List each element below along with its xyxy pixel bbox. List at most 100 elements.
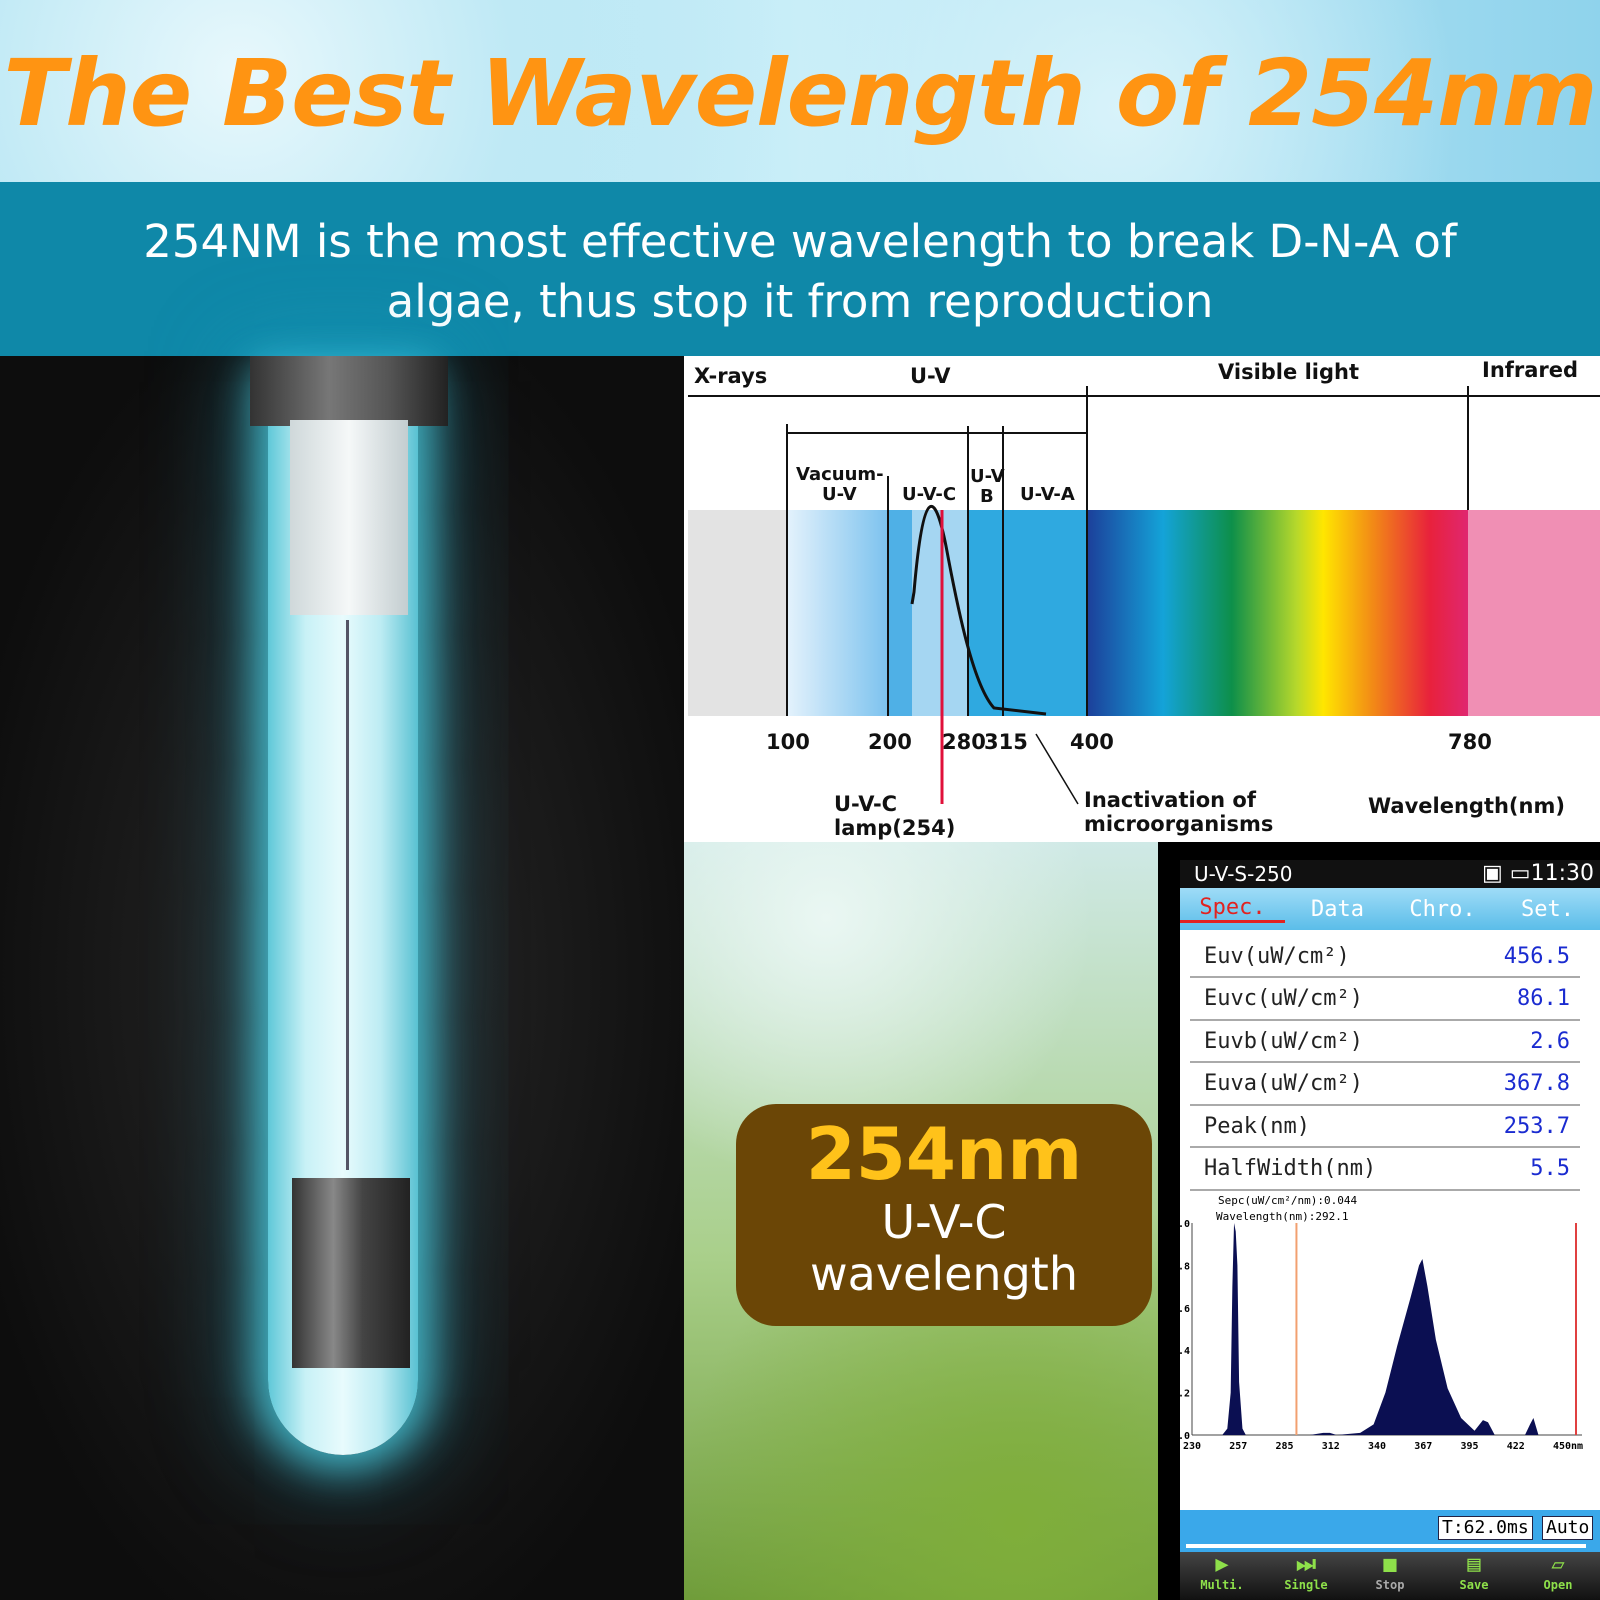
label-vacuum-uv: U-V bbox=[822, 484, 857, 505]
wavelength-axis-label: Wavelength(nm) bbox=[1368, 794, 1565, 818]
infrared-band bbox=[1468, 510, 1600, 716]
step-icon: ⏭ bbox=[1296, 1552, 1316, 1577]
region-xrays: X-rays bbox=[694, 364, 768, 388]
cursor-info-2: Wavelength(nm):292.1 bbox=[1216, 1210, 1349, 1223]
folder-icon: ▱ bbox=[1551, 1552, 1565, 1577]
device-model: U-V-S-250 bbox=[1194, 862, 1293, 886]
reading-label: Euva(uW/cm²) bbox=[1204, 1071, 1363, 1096]
lamp-base bbox=[290, 420, 408, 615]
toolbar-button-open[interactable]: ▱ Open bbox=[1516, 1552, 1600, 1600]
subtitle-band: 254NM is the most effective wavelength t… bbox=[0, 182, 1600, 356]
reading-value: 253.7 bbox=[1503, 1113, 1570, 1139]
device-status-bar: U-V-S-250 ▣ ▭11:30 bbox=[1180, 860, 1600, 888]
play-icon: ▶ bbox=[1215, 1552, 1229, 1577]
device-tabs: Spec. Data Chro. Set. bbox=[1180, 888, 1600, 930]
x-tick-label: 230 bbox=[1183, 1441, 1201, 1452]
lamp-label-1: U-V-C bbox=[834, 792, 898, 816]
sd-card-icon: ▣ bbox=[1482, 861, 1503, 886]
lamp-filament-wire bbox=[346, 620, 349, 1170]
label-uva: U-V-A bbox=[1020, 484, 1075, 505]
badge-line-1: U-V-C bbox=[881, 1195, 1007, 1249]
label-vacuum: Vacuum- bbox=[796, 464, 884, 485]
lamp-electrode bbox=[292, 1178, 410, 1368]
tick-200: 200 bbox=[868, 730, 912, 754]
toolbar-button-stop[interactable]: ■ Stop bbox=[1348, 1552, 1432, 1600]
region-visible: Visible light bbox=[1218, 360, 1359, 384]
tick-100: 100 bbox=[766, 730, 810, 754]
x-tick-label: 312 bbox=[1322, 1441, 1340, 1452]
reading-row: Peak(nm) 253.7 bbox=[1190, 1106, 1580, 1148]
badge-value: 254nm bbox=[805, 1112, 1083, 1196]
reading-row: Euva(uW/cm²) 367.8 bbox=[1190, 1064, 1580, 1106]
label-uvb-1: U-V bbox=[970, 466, 1005, 487]
y-tick-label: 0.2 bbox=[1180, 1389, 1190, 1400]
save-icon: ▤ bbox=[1467, 1552, 1481, 1577]
toolbar-button-multi[interactable]: ▶ Multi. bbox=[1180, 1552, 1264, 1600]
toolbar-label: Multi. bbox=[1200, 1578, 1244, 1592]
reading-row: HalfWidth(nm) 5.5 bbox=[1190, 1149, 1580, 1191]
reading-value: 367.8 bbox=[1503, 1071, 1570, 1096]
y-tick-label: 0.4 bbox=[1180, 1346, 1190, 1357]
reading-label: Peak(nm) bbox=[1204, 1113, 1310, 1139]
tab-spec[interactable]: Spec. bbox=[1180, 895, 1285, 923]
badge-line-2: wavelength bbox=[810, 1247, 1078, 1301]
reading-value: 2.6 bbox=[1530, 1028, 1570, 1054]
tick-280: 280 bbox=[942, 730, 986, 754]
toolbar-label: Single bbox=[1284, 1578, 1328, 1592]
toolbar-button-single[interactable]: ⏭ Single bbox=[1264, 1552, 1348, 1600]
toolbar-button-save[interactable]: ▤ Save bbox=[1432, 1552, 1516, 1600]
reading-value: 5.5 bbox=[1530, 1156, 1570, 1181]
subtitle-line-1: 254NM is the most effective wavelength t… bbox=[143, 215, 1457, 268]
inactivation-label-1: Inactivation of bbox=[1084, 788, 1256, 812]
reading-label: Euvb(uW/cm²) bbox=[1204, 1028, 1363, 1054]
lamp-label-2: lamp(254) bbox=[834, 816, 956, 840]
region-uv: U-V bbox=[910, 364, 951, 388]
x-tick-label: 257 bbox=[1229, 1441, 1247, 1452]
spectrum-diagram: X-rays U-V Visible light Infrared Vacuum… bbox=[684, 356, 1600, 842]
visible-band bbox=[1087, 510, 1468, 716]
x-tick-label: 367 bbox=[1414, 1441, 1432, 1452]
x-tick-label: 395 bbox=[1460, 1441, 1478, 1452]
reading-row: Euvb(uW/cm²) 2.6 bbox=[1190, 1021, 1580, 1063]
inactivation-label-2: microorganisms bbox=[1084, 812, 1274, 836]
clock-time: 11:30 bbox=[1530, 861, 1594, 886]
y-tick-label: 1.0 bbox=[1180, 1219, 1190, 1230]
reading-row: Euv(uW/cm²) 456.5 bbox=[1190, 936, 1580, 978]
integration-time: T:62.0ms bbox=[1438, 1516, 1533, 1540]
cursor-info-1: Sepc(uW/cm²/nm):0.044 bbox=[1218, 1194, 1358, 1207]
vacuum-uv-band bbox=[787, 510, 888, 716]
label-uvb-2: B bbox=[980, 486, 994, 507]
spectrometer-screen: U-V-S-250 ▣ ▭11:30 Spec. Data Chro. Set.… bbox=[1180, 860, 1600, 1600]
y-tick-label: 0.6 bbox=[1180, 1304, 1190, 1315]
reading-value: 86.1 bbox=[1517, 986, 1570, 1011]
y-tick-label: 0.0 bbox=[1180, 1431, 1190, 1442]
mode-auto[interactable]: Auto bbox=[1542, 1516, 1594, 1540]
y-tick-label: 0.8 bbox=[1180, 1261, 1190, 1272]
subtitle-line-2: algae, thus stop it from reproduction bbox=[386, 275, 1214, 328]
top-banner: The Best Wavelength of 254nm bbox=[0, 0, 1600, 182]
tick-400: 400 bbox=[1070, 730, 1114, 754]
toolbar-label: Save bbox=[1459, 1578, 1489, 1592]
region-infrared: Infrared bbox=[1482, 358, 1579, 382]
tab-data[interactable]: Data bbox=[1311, 896, 1364, 922]
x-tick-label: 422 bbox=[1507, 1441, 1525, 1452]
tab-chro[interactable]: Chro. bbox=[1409, 896, 1476, 922]
tab-set[interactable]: Set. bbox=[1521, 896, 1574, 922]
device-toolbar: ▶ Multi. ⏭ Single ■ Stop ▤ Save ▱ Open bbox=[1180, 1552, 1600, 1600]
stop-icon: ■ bbox=[1383, 1552, 1397, 1577]
battery-icon: ▭ bbox=[1509, 861, 1531, 886]
device-status-strip bbox=[1180, 1510, 1600, 1552]
spectrum-area bbox=[1192, 1223, 1562, 1435]
toolbar-label: Open bbox=[1543, 1578, 1573, 1592]
page-title: The Best Wavelength of 254nm bbox=[3, 40, 1597, 147]
lamp-cap bbox=[250, 356, 448, 426]
reading-row: Euvc(uW/cm²) 86.1 bbox=[1190, 979, 1580, 1021]
tick-780: 780 bbox=[1448, 730, 1492, 754]
reading-label: Euvc(uW/cm²) bbox=[1204, 986, 1363, 1011]
reading-label: HalfWidth(nm) bbox=[1204, 1156, 1377, 1181]
uvb-uva-band bbox=[968, 510, 1087, 716]
wavelength-badge: 254nm U-V-C wavelength bbox=[736, 1104, 1152, 1326]
label-uvc: U-V-C bbox=[902, 484, 957, 505]
toolbar-label: Stop bbox=[1375, 1578, 1405, 1592]
device-spectrum-chart: 0.0 0.2 0.4 0.6 0.8 1.0 230 257 285 312 340 367 395 4… bbox=[1180, 1219, 1583, 1452]
